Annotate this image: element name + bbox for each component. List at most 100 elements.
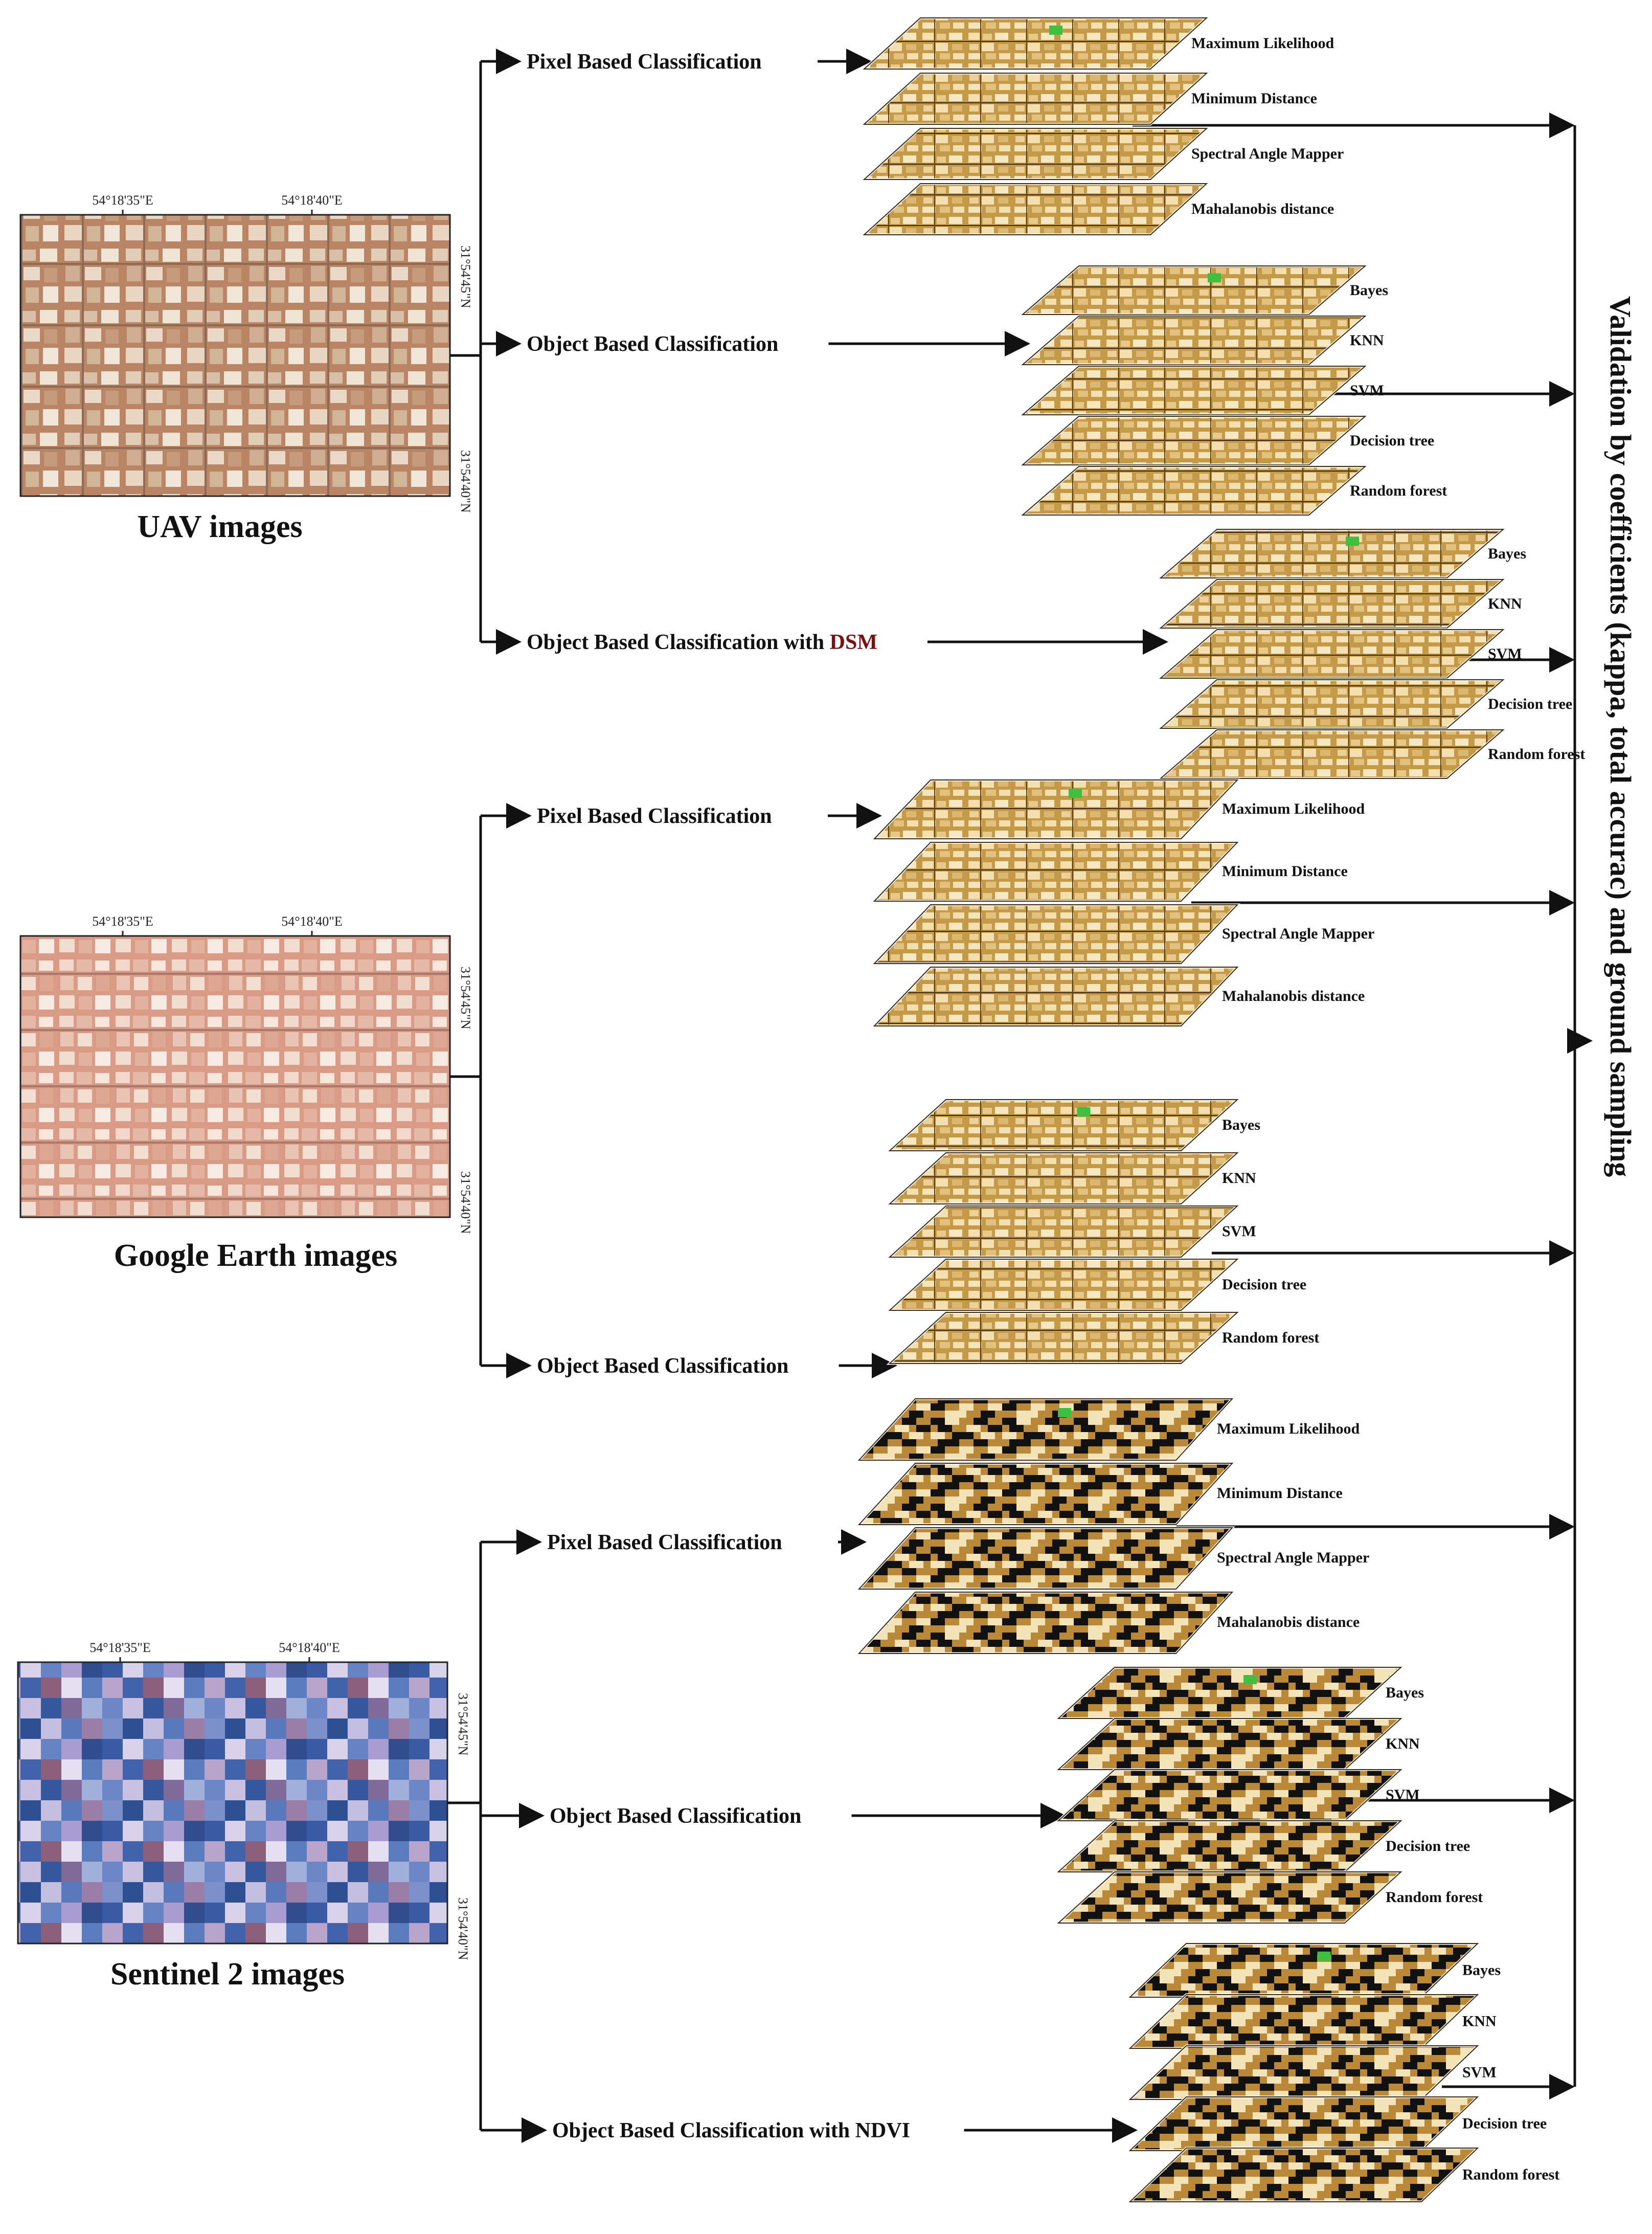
- method-label: KNN: [1488, 595, 1522, 612]
- branch-6: Pixel Based Classification Maximum Likeli…: [547, 1397, 1369, 1655]
- latitude-label: 31°54'40"N: [458, 450, 473, 513]
- classified-map-layer-outline: [1021, 466, 1367, 516]
- method-label: Random forest: [1350, 482, 1447, 499]
- classified-map-layer-outline: [857, 1398, 1234, 1461]
- classified-map-layer: [1157, 528, 1507, 579]
- classified-map-layer: [1157, 728, 1507, 780]
- classified-map-layer-outline: [863, 73, 1208, 125]
- classified-map-layer-outline: [1159, 679, 1505, 729]
- longitude-label: 54°18'35"E: [92, 193, 153, 208]
- source-sentinel: 54°18'35"E 54°18'40"E 31°54'45"N 31°54'40"N…: [17, 1640, 470, 1992]
- google-image: [19, 935, 451, 1218]
- classified-map-layer: [1055, 1717, 1405, 1771]
- method-label: Decision tree: [1488, 696, 1572, 712]
- classified-map-layer: [886, 1098, 1241, 1152]
- method-label: Bayes: [1462, 1961, 1501, 1978]
- classified-map-layer-outline: [1021, 366, 1367, 415]
- classified-map-layer: [886, 1204, 1241, 1259]
- classified-map-layer: [871, 966, 1240, 1027]
- classified-map-layer-outline: [857, 1527, 1234, 1590]
- vegetation-patch: [1243, 1675, 1257, 1684]
- branch-label: Object Based Classification: [550, 1804, 801, 1828]
- classified-map-layer: [886, 1311, 1241, 1365]
- method-label: Bayes: [1386, 1684, 1424, 1701]
- classified-map-layer-outline: [1159, 729, 1505, 779]
- classified-map-layer-outline: [873, 842, 1239, 902]
- classified-map-layer-outline: [863, 183, 1208, 235]
- latitude-label: 31°54'45"N: [458, 245, 473, 308]
- validation-column: Validation by coefficients (kappa, total…: [1604, 296, 1637, 1177]
- classified-map-layer: [856, 1591, 1235, 1655]
- source-caption: Sentinel 2 images: [110, 1957, 345, 1992]
- branch-label-text: Pixel Based Classification: [547, 1531, 782, 1554]
- classified-map-layer: [1126, 2095, 1481, 2152]
- classified-map-layer-outline: [1057, 1871, 1402, 1924]
- branch-label-text: Pixel Based Classification: [537, 805, 772, 828]
- classified-map-layer-outline: [888, 1312, 1239, 1364]
- classified-map-layer-outline: [863, 128, 1208, 180]
- classified-map-layer: [1019, 264, 1369, 316]
- classified-map-layer: [1055, 1666, 1405, 1720]
- source-caption: Google Earth images: [114, 1238, 398, 1273]
- classified-map-layer-outline: [863, 17, 1208, 70]
- classified-map-layer: [1157, 678, 1507, 730]
- vegetation-patch: [1069, 789, 1082, 798]
- method-label: Mahalanobis distance: [1191, 200, 1334, 217]
- branch-5: Object Based Classification Bayes KNN SVM De…: [537, 1098, 1319, 1378]
- method-label: SVM: [1488, 645, 1522, 662]
- classified-map-layer: [856, 1462, 1235, 1526]
- vegetation-patch: [1077, 1107, 1091, 1116]
- classified-map-layer-outline: [873, 779, 1239, 839]
- longitude-label: 54°18'40"E: [281, 914, 343, 929]
- branch-label: Pixel Based Classification: [527, 50, 762, 74]
- branch-4: Pixel Based Classification Maximum Likeli…: [537, 778, 1374, 1027]
- branch-label: Object Based Classification: [527, 332, 778, 356]
- longitude-label: 54°18'35"E: [89, 1640, 151, 1655]
- classified-map-layer-outline: [1021, 416, 1367, 465]
- branch-label: Pixel Based Classification: [547, 1531, 782, 1554]
- method-label: Spectral Angle Mapper: [1191, 145, 1344, 162]
- method-label: Bayes: [1488, 545, 1526, 562]
- method-label: Maximum Likelihood: [1217, 1420, 1360, 1437]
- method-label: Random forest: [1462, 2166, 1559, 2183]
- branch-label: Object Based Classification with NDVI: [552, 2119, 910, 2142]
- longitude-label: 54°18'40"E: [279, 1640, 340, 1655]
- classified-map-layer-outline: [888, 1099, 1239, 1151]
- branch-label-text: Pixel Based Classification: [527, 50, 762, 74]
- classified-map-layer: [1019, 415, 1369, 466]
- classification-branches: Pixel Based Classification Maximum Likeli…: [527, 16, 1585, 2203]
- uav-image: [19, 214, 451, 497]
- classified-map-layer-outline: [873, 904, 1239, 964]
- classified-map-layer-outline: [1159, 629, 1505, 679]
- classified-map-layer-outline: [1128, 2148, 1479, 2202]
- classified-map-layer: [1126, 2044, 1481, 2101]
- classified-map-layer-outline: [888, 1205, 1239, 1258]
- classified-map-layer: [1055, 1768, 1405, 1822]
- method-label: Spectral Angle Mapper: [1217, 1549, 1369, 1566]
- method-label: Maximum Likelihood: [1191, 35, 1334, 52]
- classified-map-layer-outline: [1159, 529, 1505, 578]
- vegetation-patch: [1049, 26, 1062, 35]
- vegetation-patch: [1058, 1408, 1071, 1417]
- classified-map-layer: [886, 1258, 1241, 1312]
- method-label: KNN: [1386, 1735, 1420, 1752]
- classified-map-layer: [1126, 2147, 1481, 2203]
- classified-map-layer: [856, 1397, 1235, 1462]
- branch-label: Object Based Classification: [537, 1354, 788, 1378]
- classified-map-layer: [861, 182, 1210, 236]
- method-label: Decision tree: [1222, 1276, 1306, 1293]
- input-images: 54°18'35"E 54°18'40"E 31°54'45"N 31°54'40"N…: [17, 193, 473, 1992]
- branch-1: Pixel Based Classification Maximum Likeli…: [527, 16, 1344, 236]
- method-label: Spectral Angle Mapper: [1222, 925, 1374, 942]
- classified-map-layer-outline: [1021, 316, 1367, 365]
- method-label: Decision tree: [1386, 1838, 1470, 1855]
- method-label: Bayes: [1350, 282, 1388, 299]
- validation-label: Validation by coefficients (kappa, total…: [1604, 296, 1637, 1177]
- method-label: Maximum Likelihood: [1222, 800, 1365, 817]
- method-label: SVM: [1462, 2064, 1497, 2081]
- branch-label-text: Object Based Classification with NDVI: [552, 2119, 910, 2142]
- branch-2: Object Based Classification Bayes KNN SVM De…: [527, 264, 1447, 517]
- vegetation-patch: [1317, 1951, 1331, 1961]
- branch-label-highlight: DSM: [830, 631, 877, 654]
